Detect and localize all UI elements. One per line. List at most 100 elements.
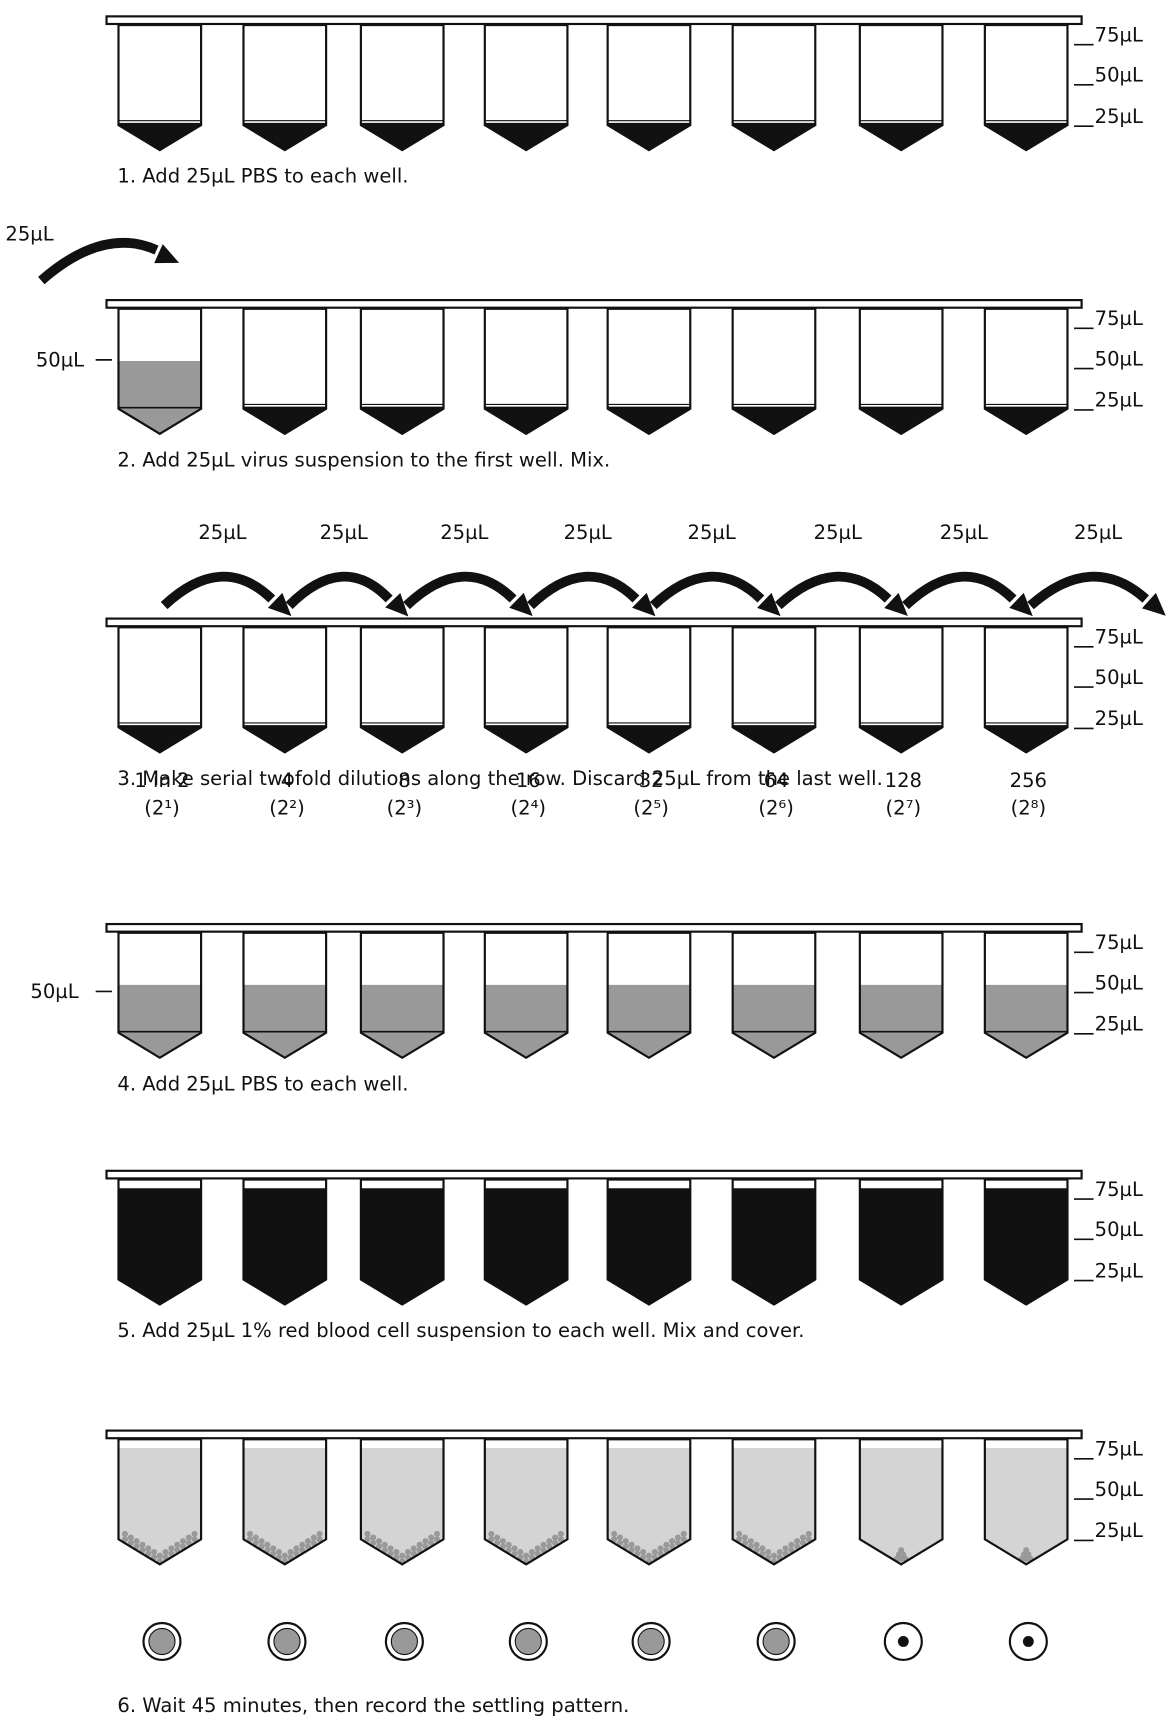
cell-dot [422,1543,429,1550]
cell-dot [552,1534,559,1541]
cell-dot [179,1538,187,1545]
well-outline [731,307,817,436]
well [731,931,817,1060]
liquid [732,725,816,753]
transfer-label: 25µL [940,521,988,544]
cell-dot [304,1538,312,1545]
cell-dot [139,1541,146,1548]
cell-dot [540,1541,547,1548]
arrow-head [1009,592,1033,617]
cell-dot [127,1534,134,1541]
well [983,307,1069,436]
result-button [1022,1636,1034,1647]
transfer-arrow [649,571,765,610]
cell-dot [191,1536,198,1543]
scale-label: 25µL [1095,1013,1143,1036]
liquid [484,984,568,1058]
scale-label: 25µL [1095,389,1143,412]
level-label: 50µL [36,348,84,371]
cell-dot [753,1541,760,1548]
dilution-label: 32 [639,769,664,792]
cell-dot [133,1543,140,1550]
cell-dot [287,1548,294,1556]
cell-dot [622,1538,629,1545]
liquid [360,1188,444,1305]
liquid [984,406,1068,434]
well [117,626,203,754]
plate-bar [105,1169,1083,1180]
liquid [607,406,691,434]
cell-dot [488,1530,495,1537]
cell-dot [370,1539,377,1546]
cell-dot [387,1545,394,1552]
liquid [607,1448,691,1565]
step-caption: 6. Wait 45 minutes, then record the sett… [117,1694,629,1717]
well [983,1438,1069,1566]
liquid [243,406,327,434]
scale-label: 75µL [1095,931,1143,954]
cell-dot [669,1538,676,1545]
cell-dot [511,1545,518,1552]
well-outline [858,626,944,754]
cell-dot [127,1539,134,1546]
liquid [607,725,691,753]
scale-label: 50µL [1095,666,1143,689]
scale-label: 75µL [1095,1178,1143,1201]
plate-bar [105,299,1083,309]
arrow-head [757,592,781,617]
cell-dot [799,1539,807,1546]
cell-dot [776,1548,783,1556]
cell-dot [552,1539,559,1546]
well [983,1178,1069,1306]
liquid [243,984,327,1058]
cell-dot [674,1539,681,1546]
result-mat [390,1627,418,1656]
liquid [859,984,943,1058]
well [483,307,569,436]
cell-dot [611,1536,618,1543]
well [858,307,944,436]
dilution-power: (2¹) [144,796,180,819]
liquid [360,406,444,434]
cell-dot [428,1534,435,1541]
scale-label: 50µL [1095,64,1143,87]
step-caption: 1. Add 25µL PBS to each well. [117,165,408,188]
cell-dot [736,1536,743,1543]
well-outline [242,1178,328,1306]
cell-dot [399,1552,406,1559]
liquid [607,122,691,151]
scale-label: 75µL [1095,307,1143,330]
dilution-label: 4 [281,769,293,792]
liquid [984,1448,1068,1565]
well-outline [483,307,569,436]
cell-dot [557,1530,564,1537]
scale-label: 75µL [1095,1438,1143,1461]
cell-dot [252,1534,259,1541]
well [483,1178,569,1306]
well-outline [242,626,328,754]
cell-dot [651,1548,658,1556]
well-outline [858,1178,944,1306]
cell-dot [765,1548,772,1556]
arrow-head [154,244,180,264]
well-outline [731,931,817,1060]
well-outline [606,23,692,152]
well-outline [359,1178,445,1306]
well [731,1438,817,1566]
transfer-label: 25µL [564,521,612,544]
cell-dot [121,1530,129,1537]
liquid [118,725,202,753]
cell-dot [246,1536,254,1543]
dilution-power: (2⁶) [758,796,794,819]
cell-dot [433,1530,441,1537]
dilution-label: 1 in 2 [134,769,189,792]
well [858,626,944,754]
well [858,1438,944,1566]
liquid [984,725,1068,753]
cell-dot [805,1536,812,1543]
well-outline [242,1438,328,1566]
well-outline [983,1438,1069,1566]
result-mat [514,1627,542,1656]
well [483,931,569,1060]
cell-dot [680,1536,687,1543]
